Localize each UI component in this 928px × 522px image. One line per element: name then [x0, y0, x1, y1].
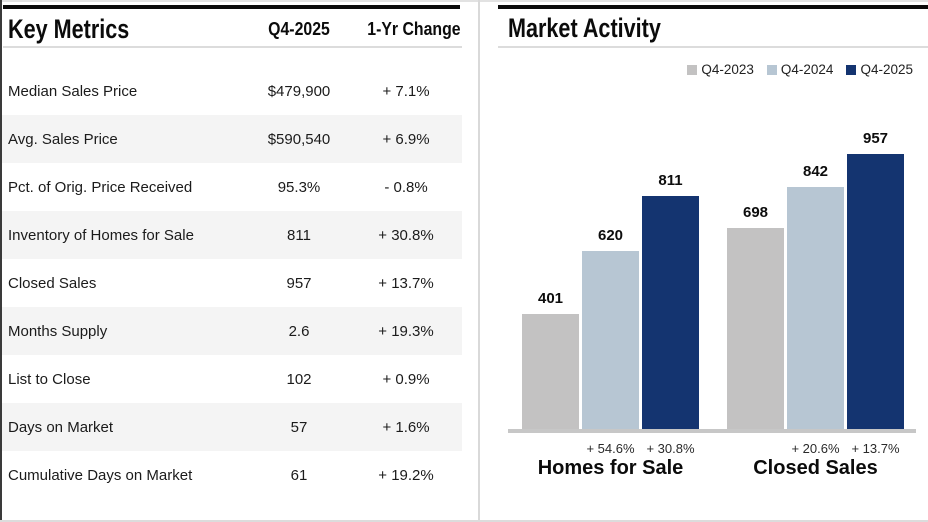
table-row: Days on Market 57 + 1.6%	[2, 403, 462, 451]
table-row: Pct. of Orig. Price Received 95.3% - 0.8%	[2, 163, 462, 211]
market-activity-underline	[498, 46, 928, 48]
bar-column: 842	[787, 163, 844, 429]
row-change: + 7.1%	[382, 82, 430, 100]
table-row: Closed Sales 957 + 13.7%	[2, 259, 462, 307]
row-label: Pct. of Orig. Price Received	[8, 178, 193, 196]
group-label: Closed Sales	[753, 457, 878, 479]
legend-swatch	[766, 64, 777, 75]
pct-change-label: + 54.6%	[586, 441, 635, 456]
pct-empty-slot	[727, 441, 784, 456]
bar-column: 957	[847, 130, 904, 429]
column-header-q4-2025: Q4-2025	[268, 18, 330, 39]
bottom-border-line	[0, 520, 928, 522]
table-row: Cumulative Days on Market 61 + 19.2%	[2, 451, 462, 499]
chart-baseline	[508, 429, 916, 433]
table-row: Inventory of Homes for Sale 811 + 30.8%	[2, 211, 462, 259]
bar-column: 811	[642, 172, 699, 429]
group-label: Homes for Sale	[537, 457, 684, 479]
bar	[642, 196, 699, 429]
legend-label: Q4-2023	[701, 62, 754, 77]
bar-column: 401	[522, 290, 579, 429]
metrics-table-body: Median Sales Price $479,900 + 7.1% Avg. Sal…	[2, 67, 462, 499]
bar	[582, 251, 639, 429]
table-row: List to Close 102 + 0.9%	[2, 355, 462, 403]
row-label: Median Sales Price	[8, 82, 138, 100]
legend-item: Q4-2023	[687, 62, 754, 77]
column-header-1yr-change: 1-Yr Change	[367, 18, 461, 39]
key-metrics-title: Key Metrics	[8, 13, 130, 44]
row-label: Months Supply	[8, 322, 108, 340]
legend-item: Q4-2025	[846, 62, 913, 77]
row-value: $590,540	[267, 130, 331, 148]
bar-column: 620	[582, 227, 639, 429]
panel-divider	[478, 0, 480, 522]
table-row: Avg. Sales Price $590,540 + 6.9%	[2, 115, 462, 163]
row-label: Closed Sales	[8, 274, 97, 292]
pct-change-row: + 54.6% + 30.8%	[522, 441, 699, 456]
row-value: $479,900	[267, 82, 331, 100]
row-change: + 30.8%	[378, 226, 434, 244]
bar-value-label: 620	[597, 227, 624, 244]
left-edge-line	[0, 0, 2, 522]
legend-label: Q4-2025	[860, 62, 913, 77]
table-row: Months Supply 2.6 + 19.3%	[2, 307, 462, 355]
key-metrics-underline	[3, 46, 462, 48]
row-label: Cumulative Days on Market	[8, 466, 193, 484]
pct-change-label: + 20.6%	[791, 441, 840, 456]
bar-column: 698	[727, 204, 784, 429]
row-change: + 13.7%	[378, 274, 434, 292]
key-metrics-header: Key Metrics Q4-2025 1-Yr Change	[8, 13, 461, 45]
row-label: Avg. Sales Price	[8, 130, 118, 148]
top-border-line	[0, 0, 928, 2]
bar-value-label: 401	[537, 290, 564, 307]
bar	[522, 314, 579, 429]
row-change: + 0.9%	[382, 370, 430, 388]
row-value: 95.3%	[277, 178, 321, 196]
legend-label: Q4-2024	[780, 62, 834, 77]
pct-change-label: + 13.7%	[851, 441, 900, 456]
row-change: + 19.3%	[378, 322, 434, 340]
legend-item: Q4-2024	[766, 62, 834, 77]
market-activity-panel: Market Activity Q4-2023 Q4-2024 Q4-2025 40…	[498, 0, 928, 522]
key-metrics-panel: Key Metrics Q4-2025 1-Yr Change Median S…	[0, 0, 462, 522]
row-label: Days on Market	[8, 418, 114, 436]
row-change: + 6.9%	[382, 130, 430, 148]
chart-legend: Q4-2023 Q4-2024 Q4-2025	[687, 62, 913, 77]
pct-change-label: + 30.8%	[646, 441, 695, 456]
bar-group: 401 620 811	[522, 172, 699, 429]
row-value: 2.6	[288, 322, 310, 340]
bar	[787, 187, 844, 429]
market-activity-title: Market Activity	[508, 13, 661, 43]
row-label: Inventory of Homes for Sale	[8, 226, 194, 244]
row-change: + 19.2%	[378, 466, 434, 484]
pct-empty-slot	[522, 441, 579, 456]
bar-group: 698 842 957	[727, 130, 904, 429]
row-value: 102	[286, 370, 312, 388]
table-row: Median Sales Price $479,900 + 7.1%	[2, 67, 462, 115]
row-change: + 1.6%	[382, 418, 430, 436]
market-activity-top-bar	[498, 5, 928, 9]
row-change: - 0.8%	[384, 178, 428, 196]
bar	[727, 228, 784, 429]
key-metrics-top-bar	[3, 5, 460, 9]
legend-swatch	[687, 64, 698, 75]
row-value: 57	[290, 418, 308, 436]
bar-value-label: 842	[802, 163, 829, 180]
row-label: List to Close	[8, 370, 91, 388]
row-value: 61	[290, 466, 308, 484]
pct-change-row: + 20.6% + 13.7%	[727, 441, 904, 456]
bar-value-label: 698	[742, 204, 769, 221]
legend-swatch	[846, 64, 857, 75]
bar-value-label: 811	[658, 172, 683, 189]
row-value: 811	[287, 226, 311, 244]
bar	[847, 154, 904, 429]
bar-value-label: 957	[862, 130, 889, 147]
row-value: 957	[286, 274, 312, 292]
